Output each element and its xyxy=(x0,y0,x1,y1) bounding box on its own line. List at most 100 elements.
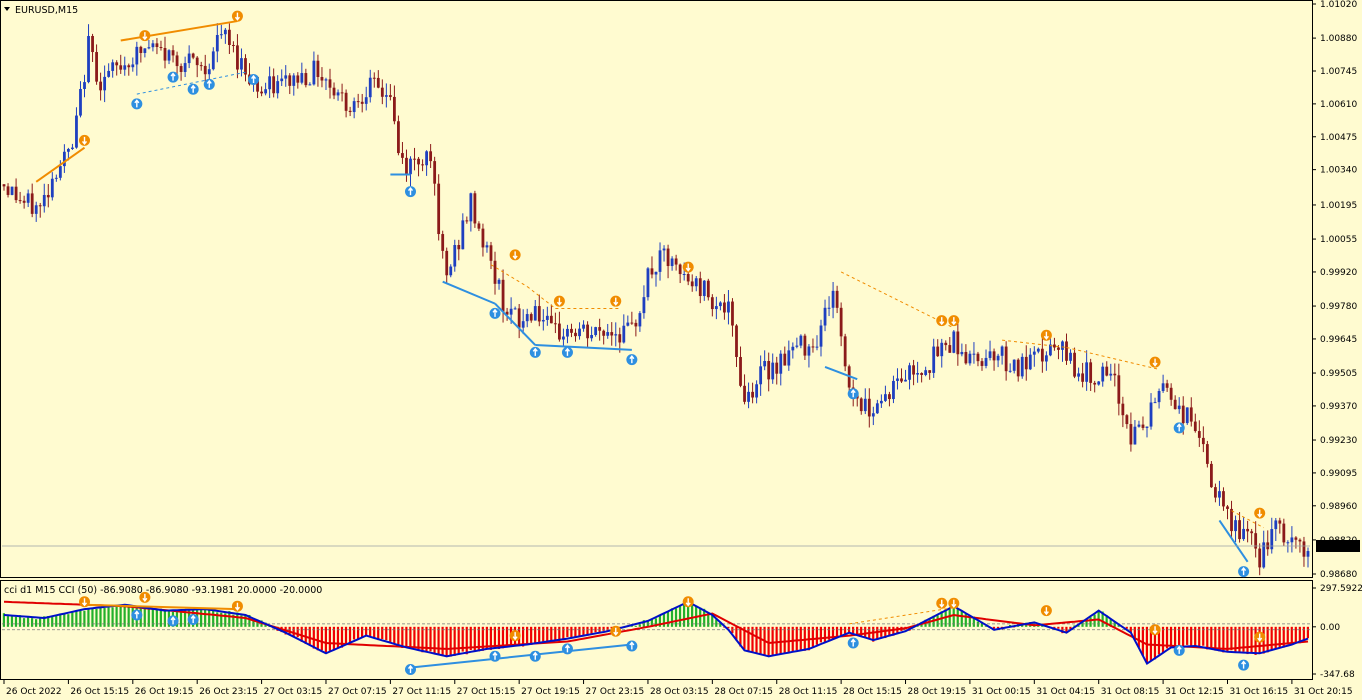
candle-body xyxy=(598,327,602,331)
candle-body xyxy=(662,248,666,251)
histogram-bar xyxy=(795,626,798,651)
sell-arrow-icon xyxy=(682,261,694,273)
histogram-bar xyxy=(1270,626,1273,650)
histogram-bar xyxy=(481,626,484,651)
candle-body xyxy=(1117,375,1121,404)
candle-body xyxy=(1133,426,1137,445)
histogram-bar xyxy=(1129,626,1132,633)
candle-body xyxy=(1000,346,1004,356)
histogram-bar xyxy=(163,611,166,627)
arrow-up-icon xyxy=(850,638,856,647)
histogram-bar xyxy=(248,614,251,627)
candle-body xyxy=(6,186,10,195)
candle-body xyxy=(449,266,453,276)
sell-arrow-icon xyxy=(936,315,948,327)
candle-body xyxy=(107,70,111,77)
histogram-bar xyxy=(1238,626,1241,652)
arrow-down-icon xyxy=(613,297,619,306)
candle-body xyxy=(425,151,428,166)
arrow-down-icon xyxy=(1152,358,1158,367)
histogram-bar xyxy=(43,616,46,627)
candle-body xyxy=(103,76,107,91)
chevron-down-icon[interactable] xyxy=(4,7,10,11)
candle-body xyxy=(236,45,239,70)
lower-trendline xyxy=(136,71,246,95)
candle-body xyxy=(614,334,618,336)
histogram-bar xyxy=(2,613,6,627)
candle-body xyxy=(87,36,90,83)
candle-body xyxy=(437,183,441,235)
candle-body xyxy=(634,322,638,327)
price-tick-label: 0.98680 xyxy=(1320,570,1357,580)
histogram-bar xyxy=(638,624,641,627)
candle-body xyxy=(658,250,662,272)
histogram-bar xyxy=(425,626,428,652)
candle-body xyxy=(622,325,626,343)
buy-arrow-icon xyxy=(1173,422,1185,434)
histogram-bar xyxy=(948,608,951,627)
candle-body xyxy=(916,373,919,375)
histogram-bar xyxy=(18,615,22,627)
upper-trendline xyxy=(35,146,86,183)
upper-trendline xyxy=(490,264,528,287)
buy-arrow-icon xyxy=(167,615,179,627)
histogram-bar xyxy=(10,615,14,627)
histogram-bar xyxy=(980,621,983,627)
candle-body xyxy=(453,245,457,267)
histogram-bar xyxy=(55,615,58,627)
candle-body xyxy=(67,148,70,152)
histogram-bar xyxy=(473,626,476,652)
price-pane[interactable] xyxy=(0,0,1313,578)
candle-body xyxy=(1097,381,1101,385)
candle-body xyxy=(232,44,235,46)
candle-body xyxy=(650,268,654,275)
histogram-bar xyxy=(1266,626,1269,653)
candle-body xyxy=(674,258,678,265)
candle-body xyxy=(904,379,907,382)
histogram-bar xyxy=(815,626,818,645)
candle-body xyxy=(1169,387,1173,400)
candle-body xyxy=(1209,463,1213,488)
histogram-bar xyxy=(831,626,835,639)
histogram-bar xyxy=(107,607,110,627)
current-price-badge xyxy=(1316,539,1360,552)
candle-body xyxy=(1028,354,1032,370)
candle-body xyxy=(1197,431,1201,438)
candle-body xyxy=(791,346,795,351)
time-tick-label: 27 Oct 15:15 xyxy=(457,687,516,697)
candle-body xyxy=(1032,351,1036,355)
histogram-bar xyxy=(711,615,714,627)
candle-body xyxy=(666,248,670,267)
candle-body xyxy=(1101,366,1105,382)
candle-body xyxy=(175,55,179,67)
price-tick-label: 1.01020 xyxy=(1320,0,1357,10)
histogram-bar xyxy=(715,619,718,627)
time-tick-label: 28 Oct 07:15 xyxy=(714,687,773,697)
sell-arrow-icon xyxy=(509,630,521,642)
sell-arrow-icon xyxy=(1254,507,1266,519)
candle-body xyxy=(1218,491,1221,498)
candle-body xyxy=(123,65,127,70)
buy-arrow-icon xyxy=(248,74,260,86)
candle-body xyxy=(1201,437,1205,445)
buy-arrow-icon xyxy=(1238,659,1250,671)
candle-body xyxy=(952,331,956,353)
histogram-bar xyxy=(1065,626,1068,632)
buy-arrow-icon xyxy=(404,186,416,198)
candle-body xyxy=(111,62,115,71)
candle-body xyxy=(1294,537,1298,540)
histogram-bar xyxy=(771,626,774,655)
candle-body xyxy=(690,281,694,287)
histogram-bar xyxy=(489,626,492,650)
histogram-bar xyxy=(1226,626,1229,652)
candle-body xyxy=(268,76,272,90)
candle-body xyxy=(682,274,686,276)
histogram-bar xyxy=(469,626,472,651)
arrow-down-icon xyxy=(81,598,88,607)
candle-body xyxy=(670,258,674,267)
histogram-bar xyxy=(216,612,219,627)
candle-body xyxy=(441,234,445,251)
histogram-bar xyxy=(63,613,66,627)
histogram-bar xyxy=(1105,615,1108,627)
